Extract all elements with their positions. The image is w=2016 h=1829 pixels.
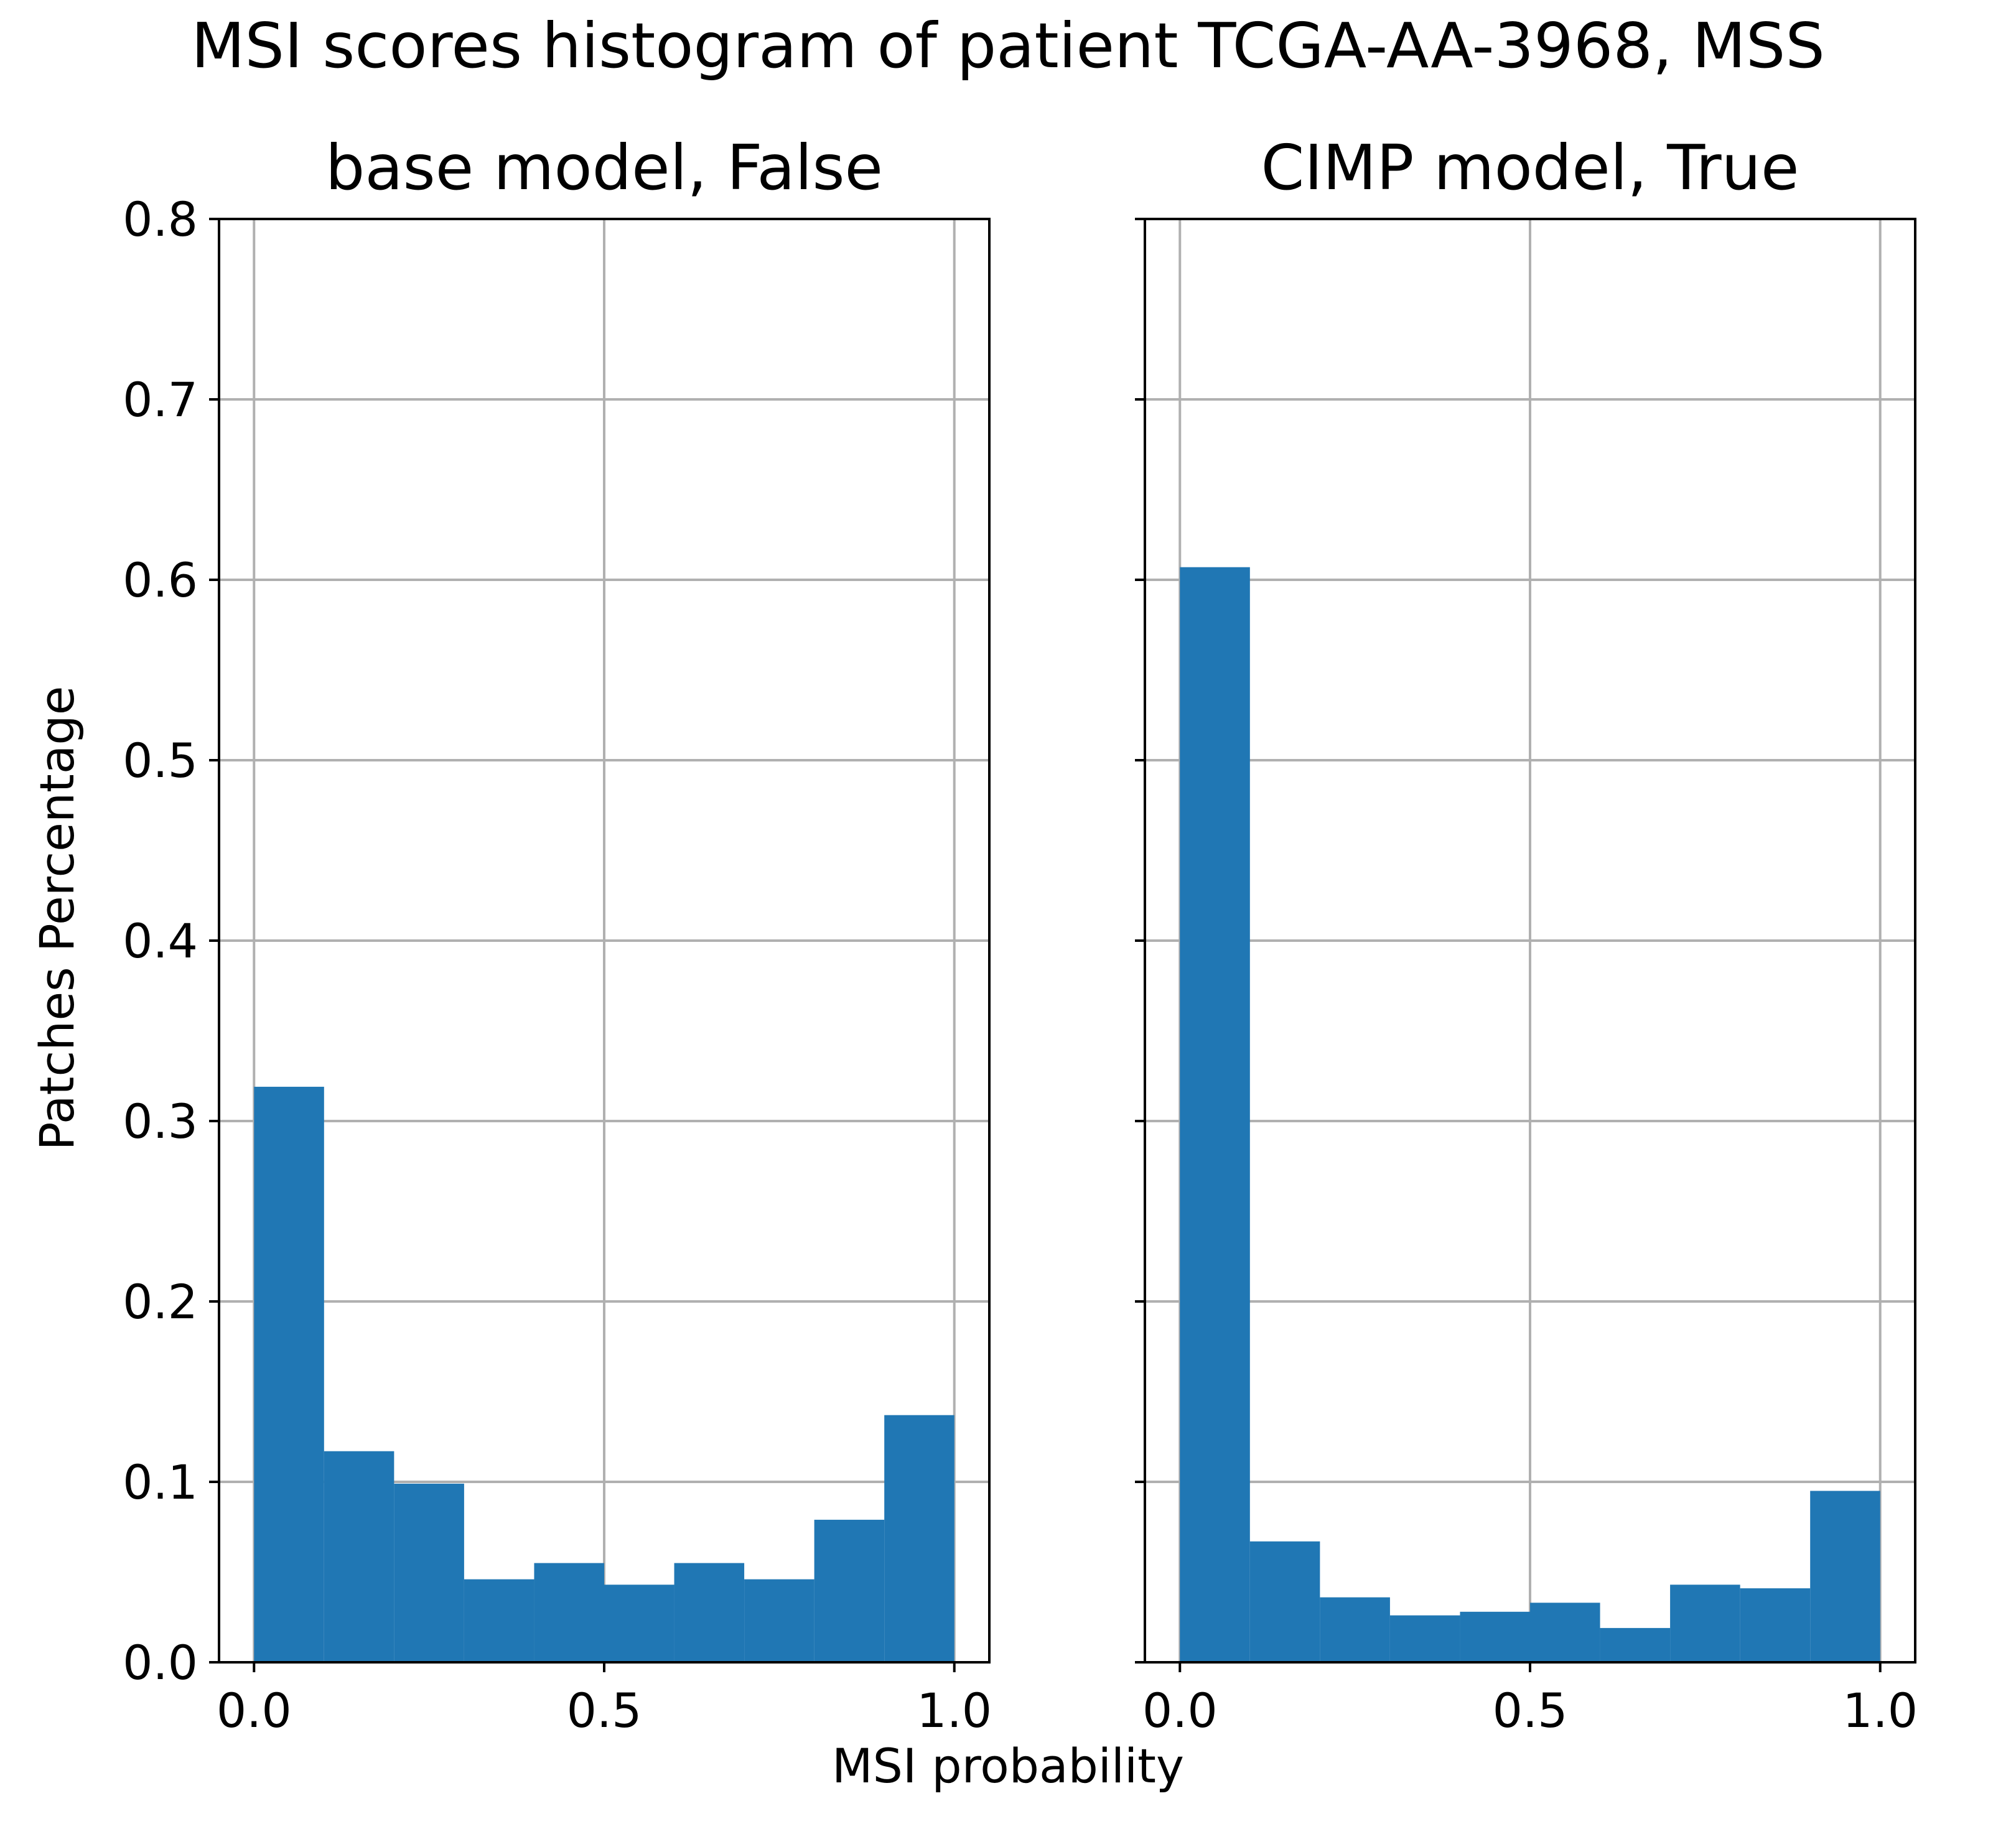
- y-tick-label: 0.4: [123, 913, 198, 969]
- y-tick-label: 0.2: [123, 1274, 198, 1329]
- panel-base-model: 0.0 0.5 1.0 0.0 0.1 0.2 0.3 0.4 0.5 0.6 0.7 0.8 base…: [123, 131, 992, 1738]
- histogram-bar: [324, 1451, 394, 1662]
- histogram-bar: [674, 1563, 745, 1662]
- x-tick-label: 0.0: [1142, 1683, 1218, 1738]
- histogram-bar: [534, 1563, 604, 1662]
- panel-cimp-model: 0.0 0.5 1.0 CIMP model, True: [1135, 131, 1918, 1738]
- y-tick-label: 0.6: [123, 552, 198, 608]
- x-tick-label: 0.5: [1493, 1683, 1568, 1738]
- histogram-bar: [1810, 1491, 1880, 1662]
- x-tick-label: 0.5: [567, 1683, 642, 1738]
- histogram-bar: [394, 1483, 464, 1662]
- histogram-bar: [604, 1585, 674, 1662]
- histogram-bar: [464, 1579, 534, 1662]
- y-tick-label: 0.1: [123, 1454, 198, 1510]
- histogram-bar: [814, 1519, 885, 1662]
- y-tick-label: 0.0: [123, 1635, 198, 1690]
- figure-title: MSI scores histogram of patient TCGA-AA-…: [191, 9, 1825, 82]
- histogram-bar: [254, 1086, 324, 1662]
- x-tick-label: 0.0: [217, 1683, 292, 1738]
- y-tick-label: 0.5: [123, 733, 198, 788]
- histogram-bar: [884, 1415, 954, 1662]
- y-tick-label: 0.7: [123, 372, 198, 427]
- histogram-bar: [1320, 1597, 1390, 1662]
- y-axis-label: Patches Percentage: [29, 686, 85, 1151]
- panel-title: base model, False: [325, 131, 883, 204]
- histogram-bar: [1249, 1541, 1320, 1662]
- x-axis-label: MSI probability: [832, 1738, 1184, 1794]
- histogram-bar: [1530, 1603, 1600, 1662]
- y-tick-label: 0.3: [123, 1094, 198, 1149]
- y-tick-label: 0.8: [123, 192, 198, 247]
- panel-title: CIMP model, True: [1261, 131, 1799, 204]
- x-tick-label: 1.0: [917, 1683, 992, 1738]
- x-tick-label: 1.0: [1842, 1683, 1918, 1738]
- histogram-bar: [1389, 1615, 1460, 1662]
- histogram-bar: [1600, 1627, 1671, 1662]
- histogram-bar: [1180, 567, 1250, 1663]
- histogram-bar: [1460, 1611, 1530, 1662]
- histogram-bar: [744, 1579, 814, 1662]
- histogram-bar: [1670, 1585, 1740, 1662]
- histogram-bar: [1740, 1588, 1811, 1662]
